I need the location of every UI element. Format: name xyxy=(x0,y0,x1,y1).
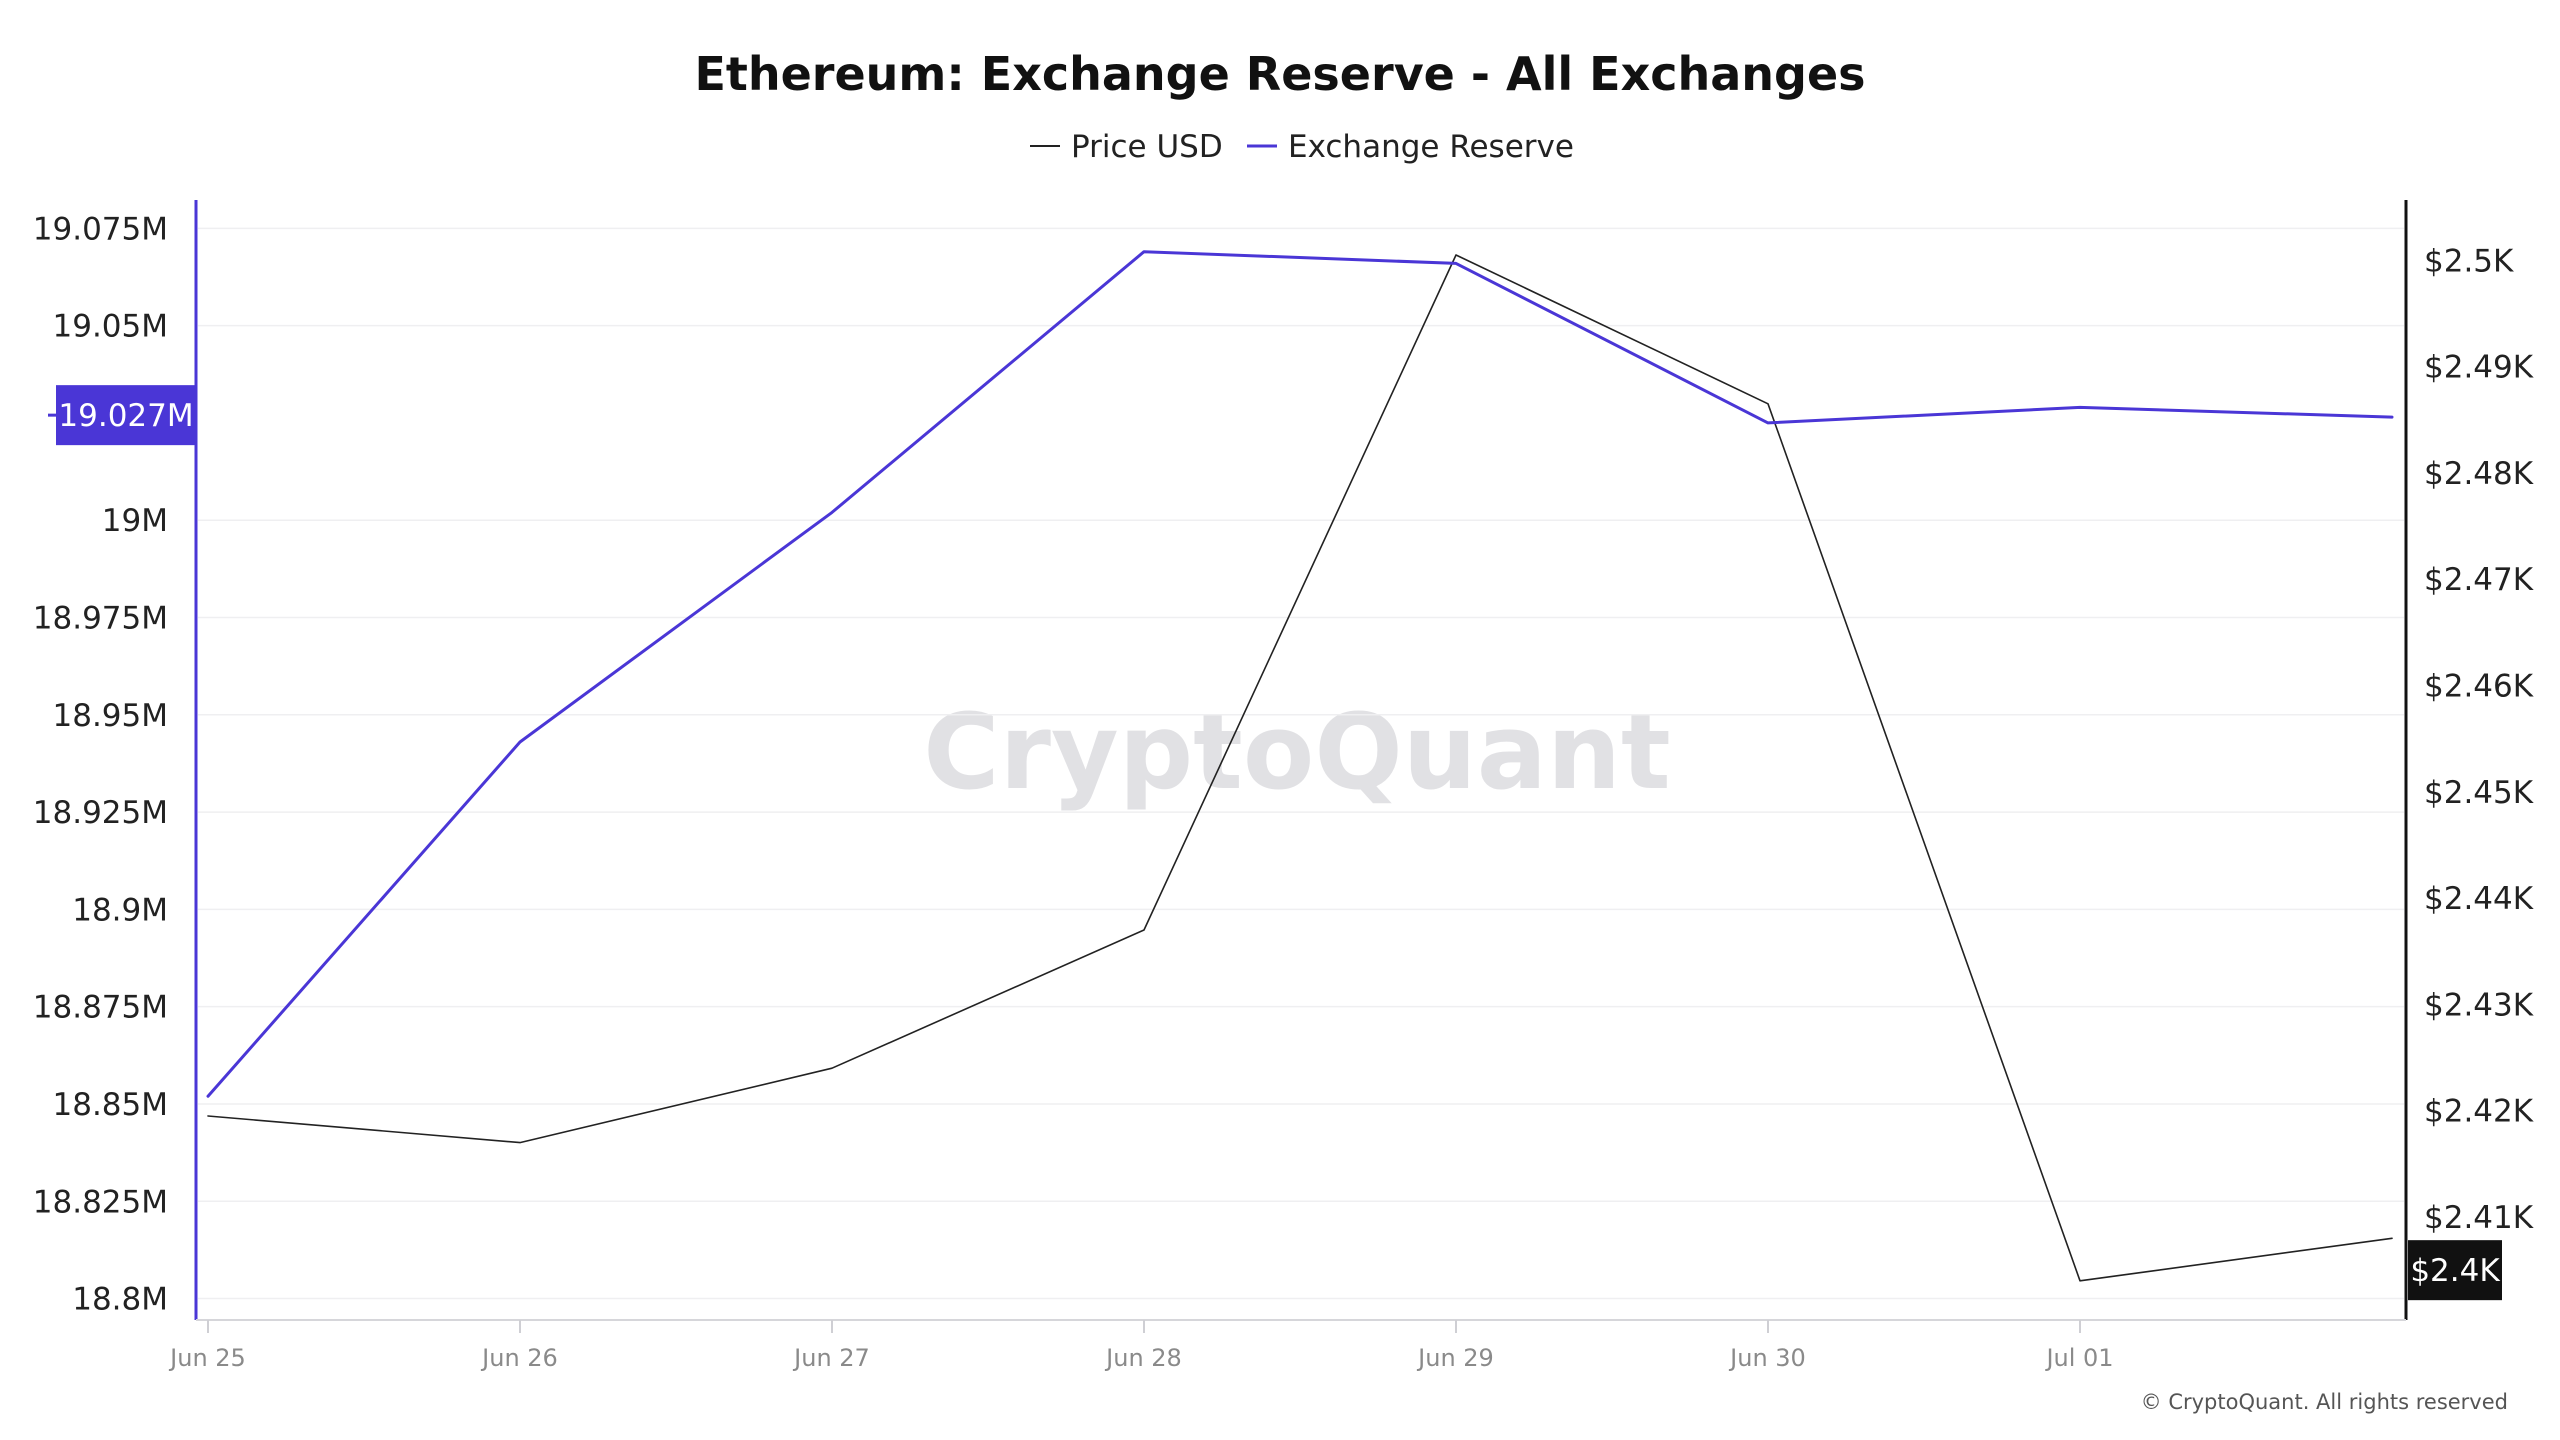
left-axis-tick-label: 19M xyxy=(102,503,168,539)
x-axis-ticks: Jun 25 Jun 26 Jun 27 Jun 28 Jun 29 Jun 30 Jul … xyxy=(168,1320,2114,1372)
watermark: CryptoQuant xyxy=(923,691,1670,813)
series-line-exchange-reserve[interactable] xyxy=(206,250,2394,1098)
left-axis-tick-label: 19.075M xyxy=(33,211,168,247)
series xyxy=(206,250,2394,1282)
right-axis-tick-label: $2.41K xyxy=(2424,1200,2534,1236)
right-axis-tick-label: $2.47K xyxy=(2424,562,2534,598)
right-axis-tick-label: $2.45K xyxy=(2424,775,2534,811)
right-axis-tick-label: $2.42K xyxy=(2424,1094,2534,1130)
value-badges: 19.027M $2.4K xyxy=(48,385,2502,1301)
right-current-value-label: $2.4K xyxy=(2410,1253,2500,1289)
left-axis-ticks: 18.8M 18.825M 18.85M 18.875M 18.9M 18.925M 18.… xyxy=(33,211,168,1317)
series-line-price-usd[interactable] xyxy=(207,254,2393,1282)
left-axis-tick-label: 18.9M xyxy=(72,892,168,928)
x-tick-label: Jun 25 xyxy=(168,1344,246,1372)
chart-title: Ethereum: Exchange Reserve - All Exchang… xyxy=(694,47,1865,101)
left-axis-tick-label: 18.875M xyxy=(33,990,168,1026)
right-axis-tick-label: $2.5K xyxy=(2424,243,2514,279)
right-axis-ticks: $2.41K $2.42K $2.43K $2.44K $2.45K $2.46K $2.4… xyxy=(2424,243,2534,1236)
left-current-value-badge xyxy=(56,385,196,446)
left-axis-tick-label: 18.95M xyxy=(53,698,169,734)
legend: Price USD Exchange Reserve xyxy=(1030,129,1574,165)
right-axis-tick-label: $2.46K xyxy=(2424,668,2534,704)
copyright: © CryptoQuant. All rights reserved xyxy=(2141,1390,2508,1414)
left-axis-tick-label: 18.8M xyxy=(72,1282,168,1318)
left-axis-tick-label: 18.85M xyxy=(53,1087,169,1123)
left-axis-tick-label: 18.925M xyxy=(33,795,168,831)
right-axis-tick-label: $2.43K xyxy=(2424,987,2534,1023)
right-current-value-badge xyxy=(2408,1240,2502,1301)
right-axis-tick-label: $2.48K xyxy=(2424,456,2534,492)
x-tick-label: Jun 30 xyxy=(1728,1344,1806,1372)
left-axis-tick-label: 18.975M xyxy=(33,601,168,637)
x-tick-label: Jun 28 xyxy=(1104,1344,1182,1372)
legend-price-label[interactable]: Price USD xyxy=(1071,129,1223,165)
x-tick-label: Jun 27 xyxy=(792,1344,870,1372)
grid xyxy=(198,227,2404,1300)
x-tick-label: Jun 26 xyxy=(480,1344,558,1372)
legend-reserve-label[interactable]: Exchange Reserve xyxy=(1288,129,1574,165)
left-axis-tick-label: 18.825M xyxy=(33,1184,168,1220)
x-tick-label: Jun 29 xyxy=(1416,1344,1494,1372)
right-axis-tick-label: $2.49K xyxy=(2424,350,2534,386)
right-axis-tick-label: $2.44K xyxy=(2424,881,2534,917)
left-axis-tick-label: 19.05M xyxy=(53,309,169,345)
left-current-value-label: 19.027M xyxy=(58,398,193,434)
x-tick-label: Jul 01 xyxy=(2044,1344,2113,1372)
